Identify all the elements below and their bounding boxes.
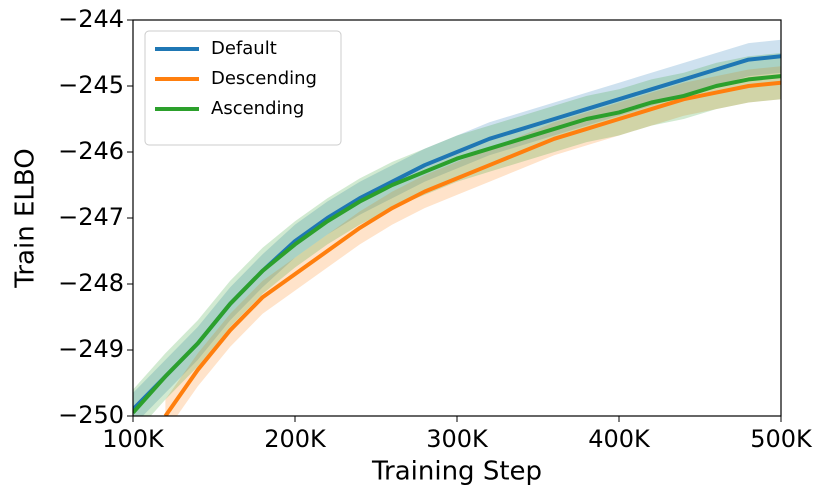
x-tick-label: 200K <box>264 425 327 453</box>
x-tick-label: 500K <box>750 425 813 453</box>
confidence-band <box>133 39 781 416</box>
y-tick-label: −250 <box>58 401 124 429</box>
series-line <box>163 80 781 416</box>
y-axis-label: Train ELBO <box>11 148 41 288</box>
legend-label: Ascending <box>211 98 304 119</box>
plot-area <box>133 39 781 416</box>
legend-label: Default <box>211 38 277 59</box>
series-line <box>133 74 781 415</box>
y-tick-label: −247 <box>58 203 124 231</box>
legend-label: Descending <box>211 68 317 89</box>
x-tick-label: 100K <box>102 425 165 453</box>
y-tick-label: −245 <box>58 71 124 99</box>
confidence-band <box>165 66 781 416</box>
x-axis-label: Training Step <box>371 457 542 487</box>
y-tick-label: −249 <box>58 335 124 363</box>
y-tick-label: −248 <box>58 269 124 297</box>
y-tick-label: −246 <box>58 137 124 165</box>
legend-box <box>144 30 342 146</box>
y-tick-label: −244 <box>58 5 124 33</box>
confidence-band <box>133 53 781 416</box>
x-tick-label: 400K <box>588 425 651 453</box>
x-tick-label: 300K <box>426 425 489 453</box>
